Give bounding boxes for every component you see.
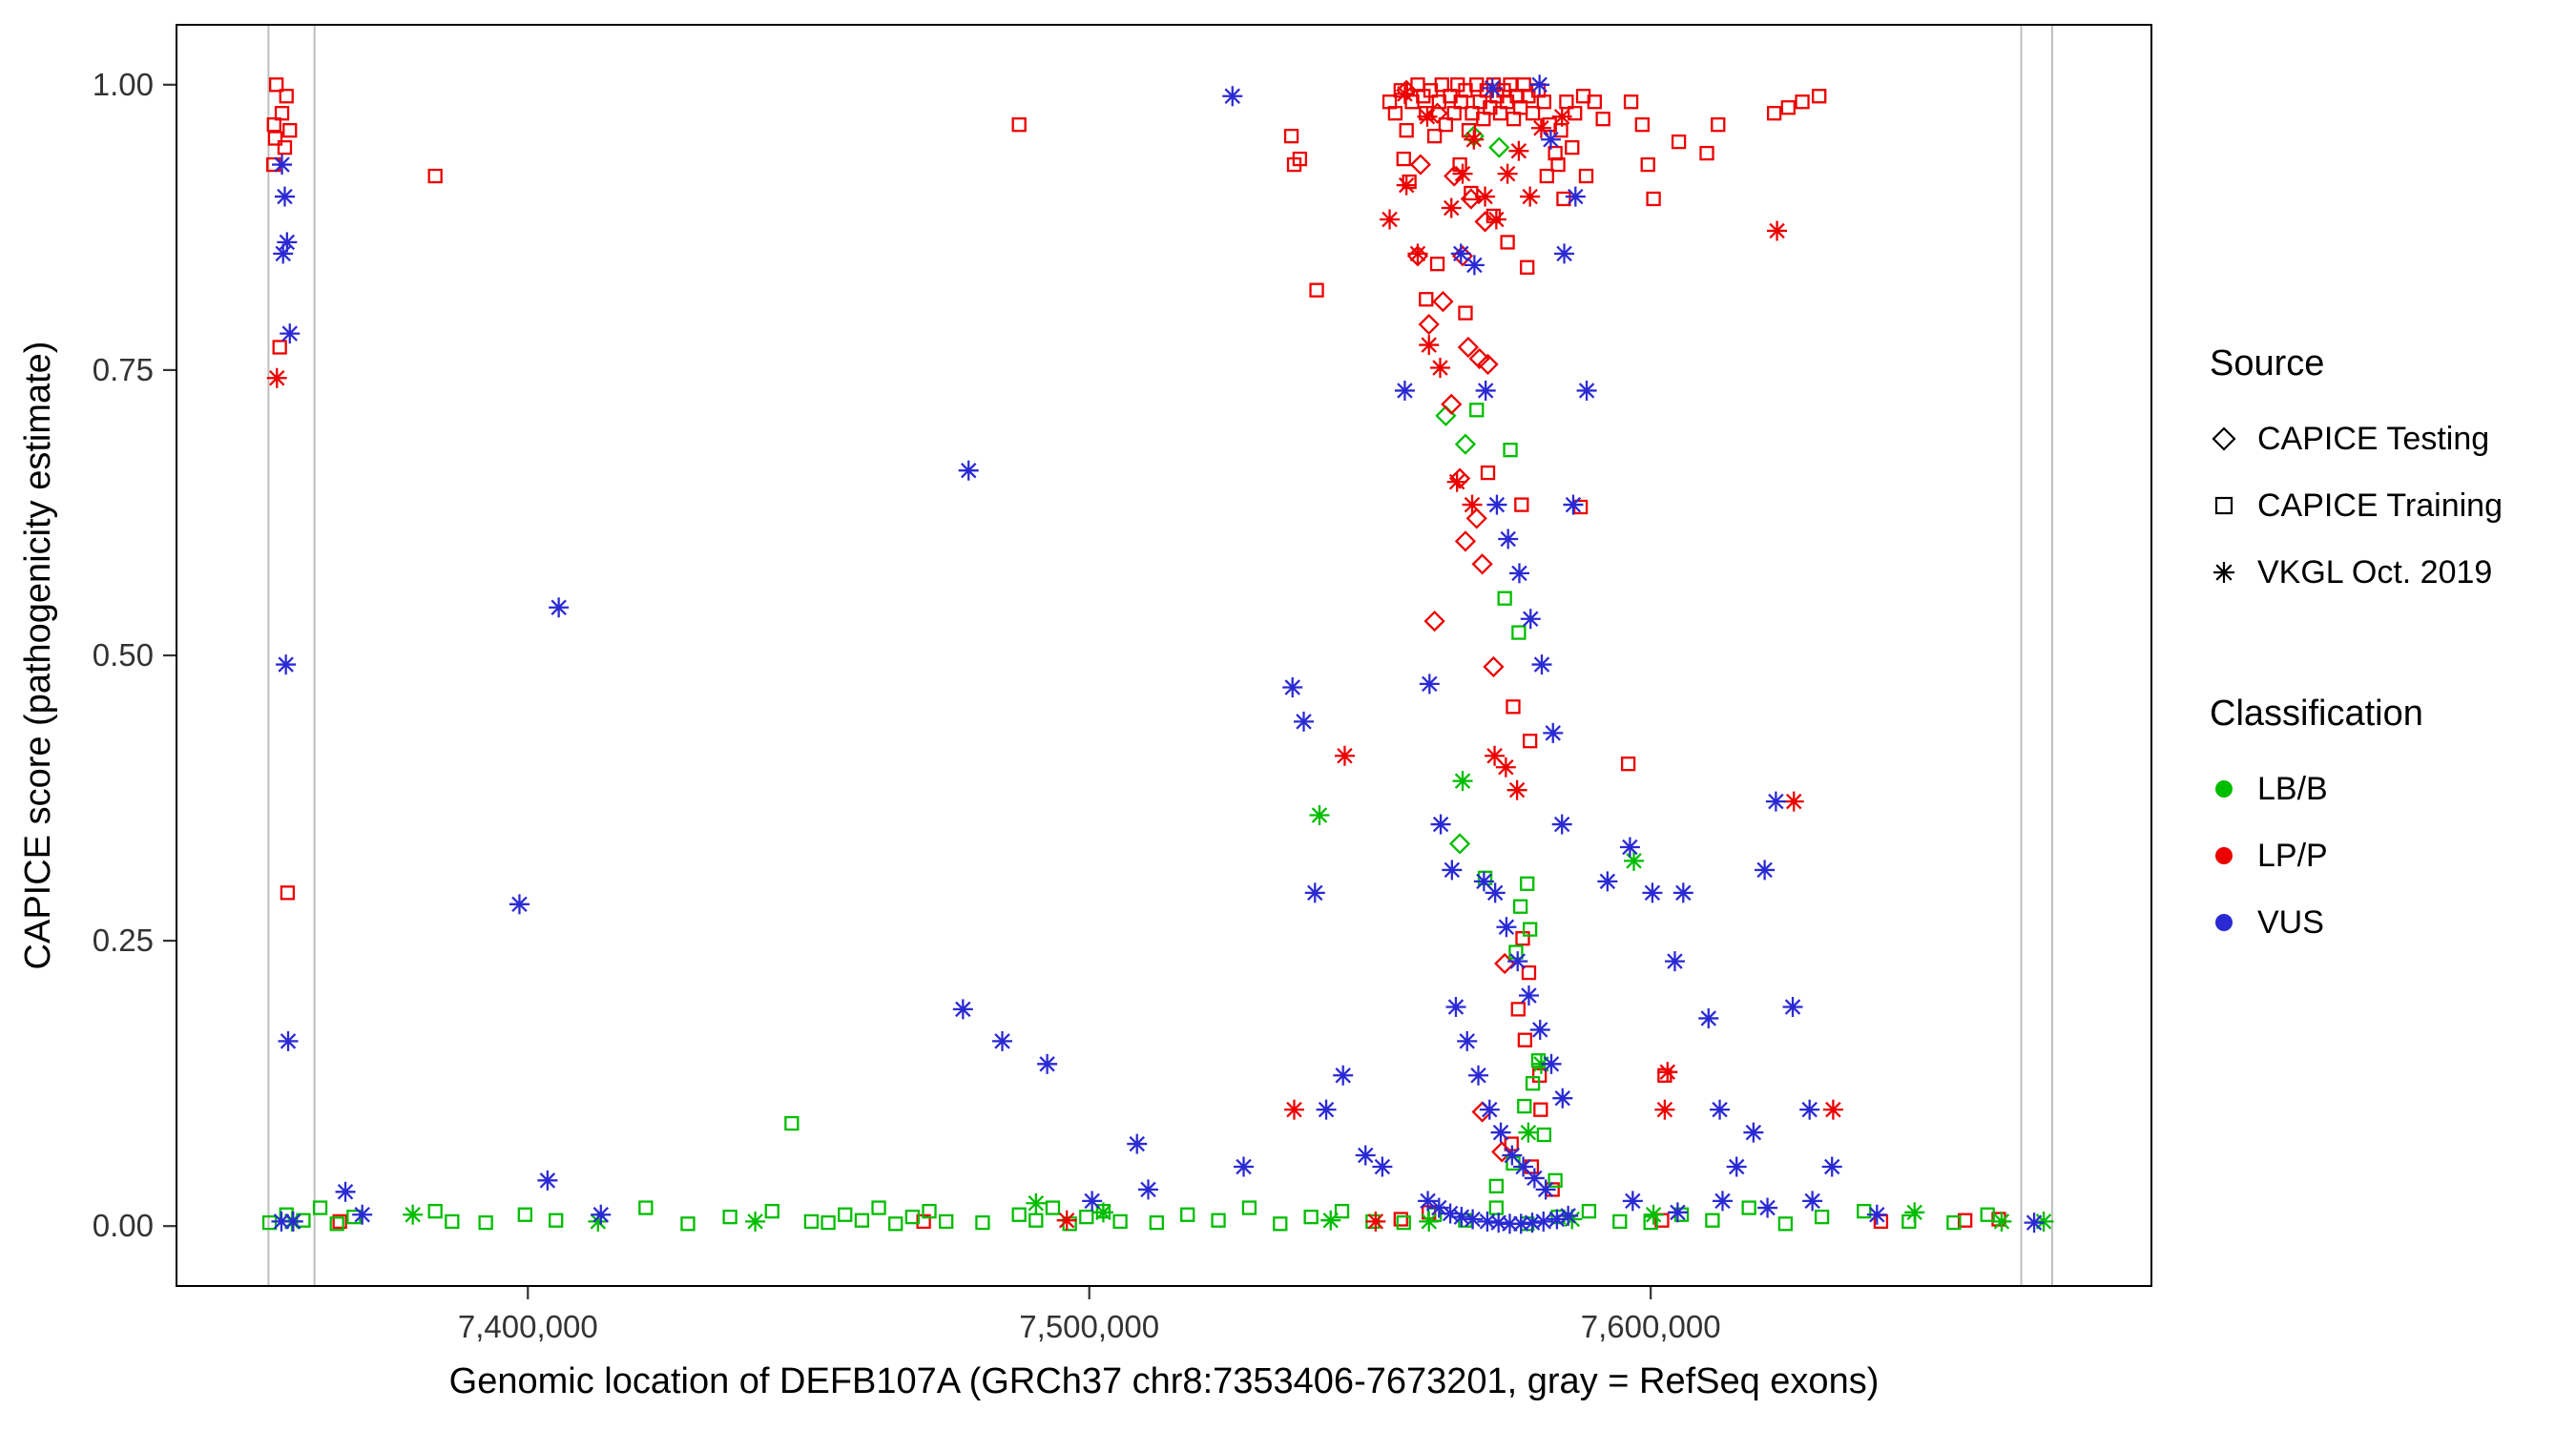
refseq-exon-lines <box>267 25 2053 1286</box>
legend-item-lpp: LP/P <box>2210 822 2563 889</box>
series-vkgl-oct-2019-lp-p <box>266 83 1843 1232</box>
legend-item-label: CAPICE Testing <box>2257 420 2490 457</box>
panel-border <box>176 24 2152 1287</box>
legend-item-label: LB/B <box>2257 770 2328 807</box>
series-capice-training-lb-b <box>261 403 1995 1232</box>
legend-item-label: VKGL Oct. 2019 <box>2257 553 2493 591</box>
legend-item-label: VUS <box>2257 903 2324 941</box>
asterisk-icon <box>2213 562 2234 583</box>
y-tick-label: 0.00 <box>93 1208 154 1243</box>
legend-item-capice-training: CAPICE Training <box>2210 472 2563 539</box>
x-axis-title: Genomic location of DEFB107A (GRCh37 chr… <box>449 1361 1880 1401</box>
legend-item-lbb: LB/B <box>2210 756 2563 822</box>
series-capice-training-lp-p <box>266 77 2006 1230</box>
legend-item-label: LP/P <box>2257 837 2328 874</box>
x-tick-label: 7,600,000 <box>1581 1309 1721 1344</box>
y-axis-title: CAPICE score (pathogenicity estimate) <box>18 342 58 970</box>
diamond-icon <box>2212 426 2236 451</box>
legend-source-title: Source <box>2210 343 2325 384</box>
y-tick-label: 1.00 <box>93 67 154 102</box>
series-vkgl-oct-2019-vus <box>271 74 2045 1234</box>
legend-item-label: CAPICE Training <box>2257 487 2503 524</box>
y-tick-label: 0.25 <box>93 923 154 958</box>
square-icon <box>2214 496 2233 515</box>
y-tick-label: 0.75 <box>93 352 154 387</box>
legend-item-vus: VUS <box>2210 889 2563 956</box>
series-capice-testing-lb-b <box>1435 125 1510 855</box>
data-points <box>261 74 2054 1234</box>
legend-item-vkgl: VKGL Oct. 2019 <box>2210 539 2563 606</box>
lpp-dot-icon <box>2215 847 2233 864</box>
legend: Source CAPICE Testing CAPICE Training VK… <box>2210 343 2563 956</box>
lbb-dot-icon <box>2215 780 2233 798</box>
x-tick-label: 7,500,000 <box>1019 1309 1159 1344</box>
legend-item-capice-testing: CAPICE Testing <box>2210 405 2563 472</box>
plot-panel-border <box>176 24 2152 1287</box>
axis-ticks: 7,400,000 7,500,000 7,600,000 0.00 0.25 0.50 0… <box>93 67 1721 1344</box>
x-tick-label: 7,400,000 <box>458 1309 598 1344</box>
vus-dot-icon <box>2215 914 2233 931</box>
y-tick-label: 0.50 <box>93 637 154 673</box>
legend-classification-title: Classification <box>2210 694 2423 734</box>
